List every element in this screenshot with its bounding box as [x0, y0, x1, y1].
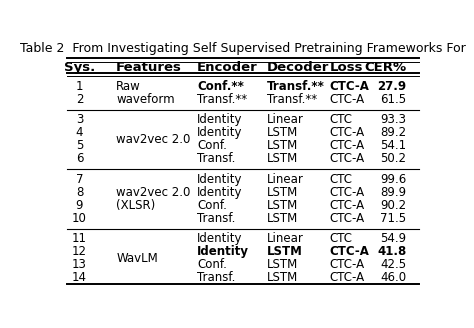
Text: 89.2: 89.2 [380, 126, 406, 139]
Text: 11: 11 [72, 232, 87, 245]
Text: 12: 12 [72, 245, 87, 258]
Text: Identity: Identity [197, 126, 243, 139]
Text: Linear: Linear [267, 232, 304, 245]
Text: Linear: Linear [267, 173, 304, 186]
Text: 9: 9 [76, 199, 83, 212]
Text: 5: 5 [76, 139, 83, 152]
Text: 50.2: 50.2 [381, 152, 406, 165]
Text: 27.9: 27.9 [377, 80, 406, 93]
Text: CTC-A: CTC-A [329, 271, 365, 284]
Text: (XLSR): (XLSR) [116, 199, 155, 212]
Text: 10: 10 [72, 212, 87, 225]
Text: CTC-A: CTC-A [329, 245, 369, 258]
Text: LSTM: LSTM [267, 245, 303, 258]
Text: 54.1: 54.1 [380, 139, 406, 152]
Text: LSTM: LSTM [267, 271, 298, 284]
Text: Loss: Loss [329, 61, 363, 74]
Text: Identity: Identity [197, 186, 243, 199]
Text: 46.0: 46.0 [380, 271, 406, 284]
Text: 42.5: 42.5 [380, 258, 406, 271]
Text: 7: 7 [76, 173, 83, 186]
Text: CTC-A: CTC-A [329, 80, 369, 93]
Text: CTC: CTC [329, 173, 352, 186]
Text: Transf.: Transf. [197, 212, 236, 225]
Text: LSTM: LSTM [267, 152, 298, 165]
Text: Transf.**: Transf.** [267, 80, 325, 93]
Text: 54.9: 54.9 [380, 232, 406, 245]
Text: CTC-A: CTC-A [329, 212, 365, 225]
Text: Transf.**: Transf.** [267, 93, 317, 106]
Text: 61.5: 61.5 [380, 93, 406, 106]
Text: LSTM: LSTM [267, 212, 298, 225]
Text: LSTM: LSTM [267, 186, 298, 199]
Text: Table 2  From Investigating Self Supervised Pretraining Frameworks For: Table 2 From Investigating Self Supervis… [20, 42, 466, 55]
Text: 6: 6 [76, 152, 83, 165]
Text: 93.3: 93.3 [381, 113, 406, 126]
Text: CTC: CTC [329, 232, 352, 245]
Text: CTC-A: CTC-A [329, 186, 365, 199]
Text: 8: 8 [76, 186, 83, 199]
Text: 1: 1 [76, 80, 83, 93]
Text: Sys.: Sys. [64, 61, 95, 74]
Text: LSTM: LSTM [267, 199, 298, 212]
Text: Features: Features [116, 61, 182, 74]
Text: 4: 4 [76, 126, 83, 139]
Text: WavLM: WavLM [116, 252, 158, 265]
Text: Linear: Linear [267, 113, 304, 126]
Text: LSTM: LSTM [267, 139, 298, 152]
Text: 3: 3 [76, 113, 83, 126]
Text: 13: 13 [72, 258, 87, 271]
Text: Conf.**: Conf.** [197, 80, 244, 93]
Text: CTC-A: CTC-A [329, 152, 365, 165]
Text: CTC-A: CTC-A [329, 258, 365, 271]
Text: wav2vec 2.0: wav2vec 2.0 [116, 186, 191, 198]
Text: 90.2: 90.2 [380, 199, 406, 212]
Text: Transf.: Transf. [197, 271, 236, 284]
Text: LSTM: LSTM [267, 126, 298, 139]
Text: Decoder: Decoder [267, 61, 329, 74]
Text: CTC-A: CTC-A [329, 93, 365, 106]
Text: Transf.**: Transf.** [197, 93, 247, 106]
Text: CTC-A: CTC-A [329, 139, 365, 152]
Text: 99.6: 99.6 [380, 173, 406, 186]
Text: Identity: Identity [197, 245, 249, 258]
Text: Encoder: Encoder [197, 61, 258, 74]
Text: Transf.: Transf. [197, 152, 236, 165]
Text: CTC-A: CTC-A [329, 199, 365, 212]
Text: Identity: Identity [197, 113, 243, 126]
Text: CER%: CER% [365, 61, 406, 74]
Text: 2: 2 [76, 93, 83, 106]
Text: Conf.: Conf. [197, 199, 227, 212]
Text: Identity: Identity [197, 173, 243, 186]
Text: LSTM: LSTM [267, 258, 298, 271]
Text: Raw: Raw [116, 79, 141, 92]
Text: Identity: Identity [197, 232, 243, 245]
Text: Conf.: Conf. [197, 139, 227, 152]
Text: waveform: waveform [116, 93, 175, 106]
Text: Conf.: Conf. [197, 258, 227, 271]
Text: 14: 14 [72, 271, 87, 284]
Text: CTC-A: CTC-A [329, 126, 365, 139]
Text: 41.8: 41.8 [377, 245, 406, 258]
Text: wav2vec 2.0: wav2vec 2.0 [116, 133, 191, 146]
Text: CTC: CTC [329, 113, 352, 126]
Text: 71.5: 71.5 [380, 212, 406, 225]
Text: 89.9: 89.9 [380, 186, 406, 199]
